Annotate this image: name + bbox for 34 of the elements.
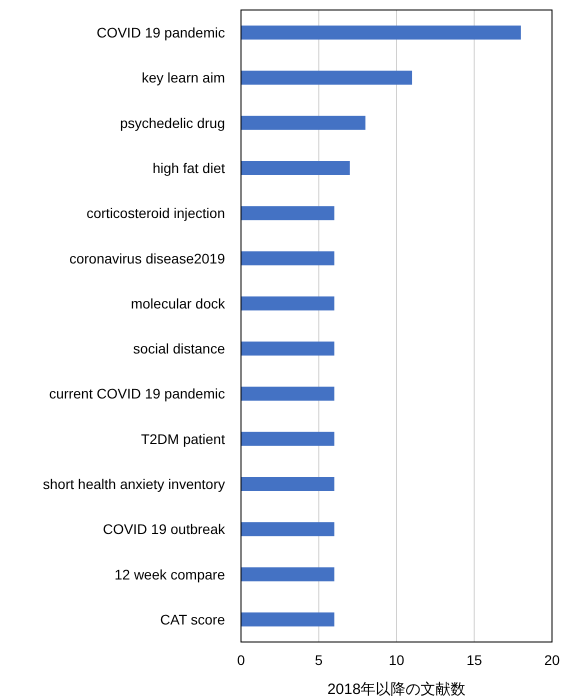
bar	[241, 342, 334, 356]
bar	[241, 477, 334, 491]
y-tick-label: corticosteroid injection	[86, 205, 225, 222]
bar	[241, 386, 334, 401]
bar	[241, 567, 334, 582]
y-tick-label: short health anxiety inventory	[42, 476, 225, 492]
y-tick-label: COVID 19 outbreak	[102, 521, 226, 538]
bar	[241, 26, 521, 40]
bar	[241, 612, 334, 626]
x-tick-label: 5	[314, 652, 323, 668]
x-tick-label: 0	[237, 652, 246, 668]
y-tick-label: 12 week compare	[114, 566, 226, 582]
y-tick-label: social distance	[133, 340, 226, 357]
y-tick-label: coronavirus disease2019	[69, 250, 226, 266]
bar	[241, 432, 334, 446]
y-tick-label: key learn aim	[142, 70, 225, 86]
x-tick-label: 20	[544, 652, 560, 668]
y-tick-label: T2DM patient	[140, 430, 226, 447]
y-tick-label: CAT score	[160, 611, 226, 628]
y-tick-label: high fat diet	[152, 160, 226, 176]
bar	[241, 206, 334, 220]
x-tick-label: 15	[466, 652, 482, 668]
bar	[241, 296, 334, 310]
y-tick-label: molecular dock	[130, 295, 226, 312]
bar	[241, 522, 334, 536]
bar	[241, 251, 334, 266]
bar	[241, 116, 366, 130]
y-tick-label: psychedelic drug	[120, 114, 225, 131]
y-tick-label: current COVID 19 pandemic	[49, 386, 225, 402]
x-tick-label: 10	[388, 652, 404, 668]
bar	[241, 70, 412, 85]
x-axis-title: 2018年以降の文献数	[327, 681, 466, 698]
y-tick-label: COVID 19 pandemic	[96, 24, 225, 41]
bar	[241, 161, 350, 175]
